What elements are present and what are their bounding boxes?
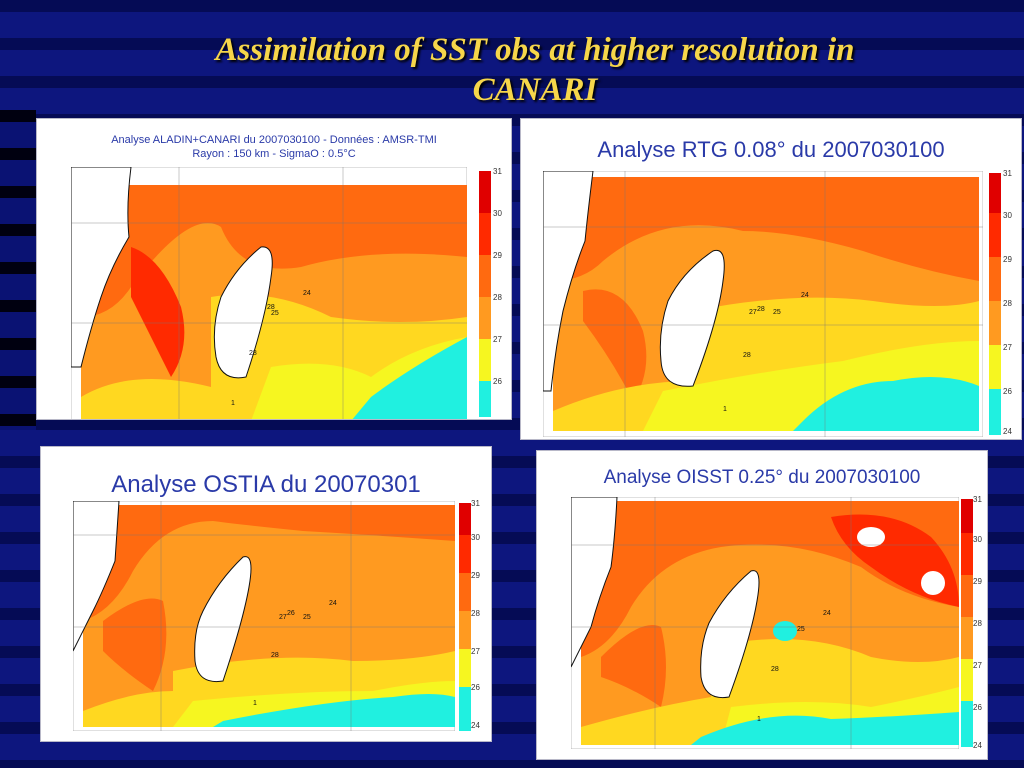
contour-label: 27	[749, 309, 757, 316]
contour-label: 1	[757, 716, 761, 723]
sst-field-31	[131, 247, 185, 377]
contour-label: 28	[757, 306, 765, 313]
sst-field-30b	[103, 598, 167, 691]
contour-label: 24	[329, 600, 337, 607]
sst-field-24	[352, 337, 467, 419]
contour-label: 28	[743, 352, 751, 359]
colorbar-tick: 30	[1003, 211, 1012, 220]
colorbar-tick: 26	[493, 377, 502, 386]
map-title-line2: Rayon : 150 km - SigmaO : 0.5°C	[192, 148, 356, 160]
sst-field-30	[81, 185, 467, 317]
sst-field-30b	[601, 625, 666, 707]
colorbar-tick: 29	[1003, 255, 1012, 264]
contour-label: 28	[249, 350, 257, 357]
colorbar-tick: 30	[471, 533, 480, 542]
contour-label: 25	[773, 309, 781, 316]
colorbar-tick: 29	[493, 251, 502, 260]
contour-label: 24	[823, 610, 831, 617]
sst-field-30	[83, 505, 455, 621]
colorbar-tick: 30	[493, 209, 502, 218]
colorbar-tick: 29	[973, 577, 982, 586]
sst-field-24	[213, 694, 455, 727]
contour-label: 28	[771, 666, 779, 673]
sst-blob-white	[921, 571, 945, 595]
colorbar	[961, 499, 973, 747]
colorbar-tick: 26	[973, 703, 982, 712]
colorbar-tick: 31	[973, 495, 982, 504]
map-panel-rtg: Analyse RTG 0.08° du 2007030100 28 27 24…	[520, 118, 1022, 440]
colorbar-tick: 28	[1003, 299, 1012, 308]
colorbar-tick: 28	[471, 609, 480, 618]
colorbar-tick: 24	[1003, 427, 1012, 436]
contour-label: 26	[287, 610, 295, 617]
colorbar-tick: 28	[973, 619, 982, 628]
contour-label: 28	[271, 652, 279, 659]
land-madagascar	[194, 556, 252, 683]
colorbar-tick: 24	[471, 721, 480, 730]
map-title-line1: Analyse OISST 0.25° du 2007030100	[603, 467, 921, 488]
land-africa	[73, 501, 120, 652]
contour-label: 24	[303, 290, 311, 297]
left-decorative-bars	[0, 110, 36, 430]
colorbar-tick: 24	[973, 741, 982, 750]
map-title: Analyse RTG 0.08° du 2007030100	[521, 137, 1021, 163]
contour-label: 25	[271, 310, 279, 317]
contour-label: 1	[231, 400, 235, 407]
map-panel-oisst: Analyse OISST 0.25° du 2007030100 24 25 …	[536, 450, 988, 760]
colorbar-tick: 26	[471, 683, 480, 692]
map-title-line1: Analyse ALADIN+CANARI du 2007030100 - Do…	[111, 134, 437, 146]
contour-label: 1	[253, 700, 257, 707]
colorbar-tick: 27	[973, 661, 982, 670]
colorbar	[459, 503, 471, 731]
land-africa	[571, 497, 618, 668]
contour-label: 24	[801, 292, 809, 299]
colorbar-ticks: 31 30 29 28 27 26 24	[973, 495, 987, 751]
colorbar	[989, 173, 1001, 435]
land-madagascar	[213, 246, 273, 379]
land-madagascar	[659, 249, 725, 387]
colorbar-ticks: 31 30 29 28 27 26 24	[471, 499, 491, 735]
colorbar-tick: 31	[493, 167, 502, 176]
colorbar	[479, 171, 491, 417]
colorbar-ticks: 31 30 29 28 27 26 24	[1003, 169, 1021, 437]
sst-field-30b	[583, 289, 647, 401]
slide-title-line1: Assimilation of SST obs at higher resolu…	[215, 32, 855, 68]
colorbar-tick: 28	[493, 293, 502, 302]
map-title: Analyse OISST 0.25° du 2007030100	[537, 467, 987, 489]
contour-label: 1	[723, 406, 727, 413]
sst-field-24	[793, 377, 979, 431]
map-panel-ostia: Analyse OSTIA du 20070301 26 27 24 25 28…	[40, 446, 492, 742]
map-title-line1: Analyse RTG 0.08° du 2007030100	[597, 137, 945, 162]
slide-title: Assimilation of SST obs at higher resolu…	[140, 30, 930, 110]
contour-label: 25	[797, 626, 805, 633]
map-title: Analyse OSTIA du 20070301	[41, 471, 491, 499]
land-africa	[543, 171, 594, 392]
contour-label: 27	[279, 614, 287, 621]
colorbar-tick: 31	[471, 499, 480, 508]
slide-title-line2: CANARI	[472, 72, 598, 108]
sst-map: 24 25 28 1	[571, 497, 959, 749]
land-madagascar	[700, 570, 760, 699]
colorbar-tick: 26	[1003, 387, 1012, 396]
contour-label: 28	[267, 304, 275, 311]
colorbar-ticks: 31 30 29 28 27 26	[493, 167, 511, 417]
sst-blob-24	[773, 621, 797, 641]
sst-map: 28 24 25 28 1	[71, 167, 467, 419]
sst-field-30	[553, 177, 979, 281]
map-panel-aladin-canari: Analyse ALADIN+CANARI du 2007030100 - Do…	[36, 118, 512, 420]
contour-label: 25	[303, 614, 311, 621]
colorbar-tick: 29	[471, 571, 480, 580]
colorbar-tick: 27	[1003, 343, 1012, 352]
sst-field-24	[691, 712, 959, 745]
sst-map: 26 27 24 25 28 1	[73, 501, 455, 731]
colorbar-tick: 27	[493, 335, 502, 344]
colorbar-tick: 31	[1003, 169, 1012, 178]
sst-map: 28 27 24 25 28 1	[543, 171, 983, 437]
map-title: Analyse ALADIN+CANARI du 2007030100 - Do…	[37, 133, 511, 161]
sst-blob-white	[857, 527, 885, 547]
land-africa	[71, 167, 132, 368]
colorbar-tick: 30	[973, 535, 982, 544]
map-title-line1: Analyse OSTIA du 20070301	[111, 471, 421, 498]
colorbar-tick: 27	[471, 647, 480, 656]
